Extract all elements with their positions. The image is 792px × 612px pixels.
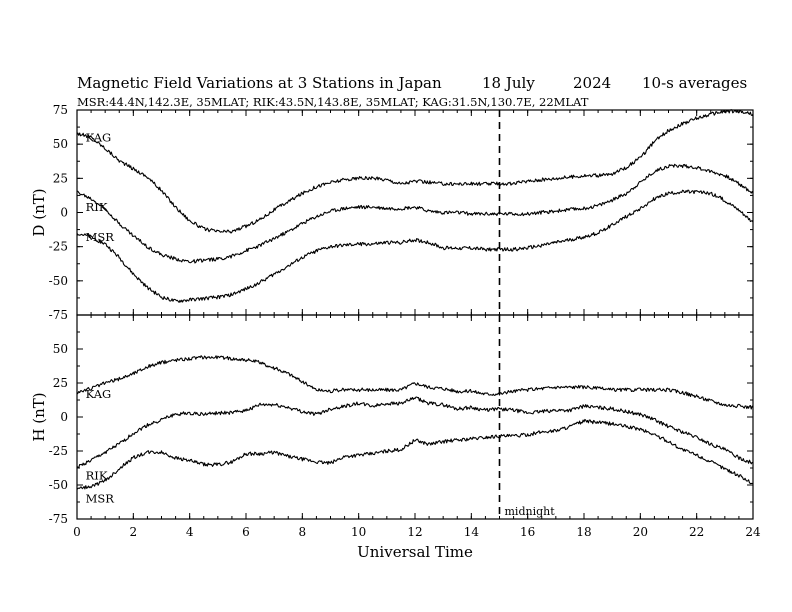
series-label-kag: KAG <box>86 130 112 144</box>
figure-header: Magnetic Field Variations at 3 Stations … <box>77 74 747 109</box>
series-label-rik: RIK <box>86 468 108 482</box>
x-tick-label: 22 <box>689 525 704 539</box>
y-axis-label: D (nT) <box>30 188 48 236</box>
series-line-rik <box>76 396 754 469</box>
x-tick-label: 0 <box>73 525 81 539</box>
x-tick-label: 8 <box>299 525 307 539</box>
x-tick-label: 20 <box>633 525 648 539</box>
x-tick-label: 16 <box>520 525 535 539</box>
x-tick-label: 6 <box>242 525 250 539</box>
x-tick-label: 10 <box>351 525 366 539</box>
plot-frame <box>76 109 754 316</box>
y-tick-label: 75 <box>53 103 68 117</box>
x-axis-label: Universal Time <box>357 543 473 561</box>
series-line-kag <box>76 355 754 410</box>
y-tick-label: 50 <box>53 137 68 151</box>
y-tick-label: -25 <box>49 240 68 254</box>
x-tick-label: 2 <box>130 525 138 539</box>
series-line-kag <box>76 109 754 234</box>
figure-averaging: 10-s averages <box>642 74 747 92</box>
midnight-label: midnight <box>505 505 556 518</box>
figure-date: 18 July <box>482 74 535 92</box>
series-label-msr: MSR <box>86 492 115 506</box>
y-tick-label: 0 <box>60 410 68 424</box>
d-component-panel: 75 50 25 0 -25 -50 -75 D (nT) KAG RIK MSR <box>30 103 754 322</box>
series-label-kag: KAG <box>86 387 112 401</box>
y-tick-label: 25 <box>53 376 68 390</box>
series-label-msr: MSR <box>86 230 115 244</box>
y-tick-label: 25 <box>53 171 68 185</box>
figure-year: 2024 <box>573 74 611 92</box>
y-tick-label: -25 <box>49 444 68 458</box>
y-tick-label: -75 <box>49 308 68 322</box>
series-line-rik <box>76 163 754 264</box>
y-tick-label: -75 <box>49 512 68 526</box>
x-tick-label: 18 <box>576 525 591 539</box>
x-tick-label: 4 <box>186 525 194 539</box>
x-tick-label: 14 <box>464 525 480 539</box>
y-axis-label: H (nT) <box>30 392 48 441</box>
series-label-rik: RIK <box>86 200 108 214</box>
figure-title: Magnetic Field Variations at 3 Stations … <box>77 74 442 92</box>
y-tick-label: 50 <box>53 342 68 356</box>
station-coordinates: MSR:44.4N,142.3E, 35MLAT; RIK:43.5N,143.… <box>77 95 589 109</box>
y-tick-label: -50 <box>49 478 68 492</box>
y-tick-label: 0 <box>60 206 68 220</box>
series-line-msr <box>76 418 754 490</box>
x-tick-label: 24 <box>745 525 761 539</box>
series-line-msr <box>76 189 754 303</box>
y-tick-label: -50 <box>49 274 68 288</box>
x-tick-label: 12 <box>407 525 422 539</box>
